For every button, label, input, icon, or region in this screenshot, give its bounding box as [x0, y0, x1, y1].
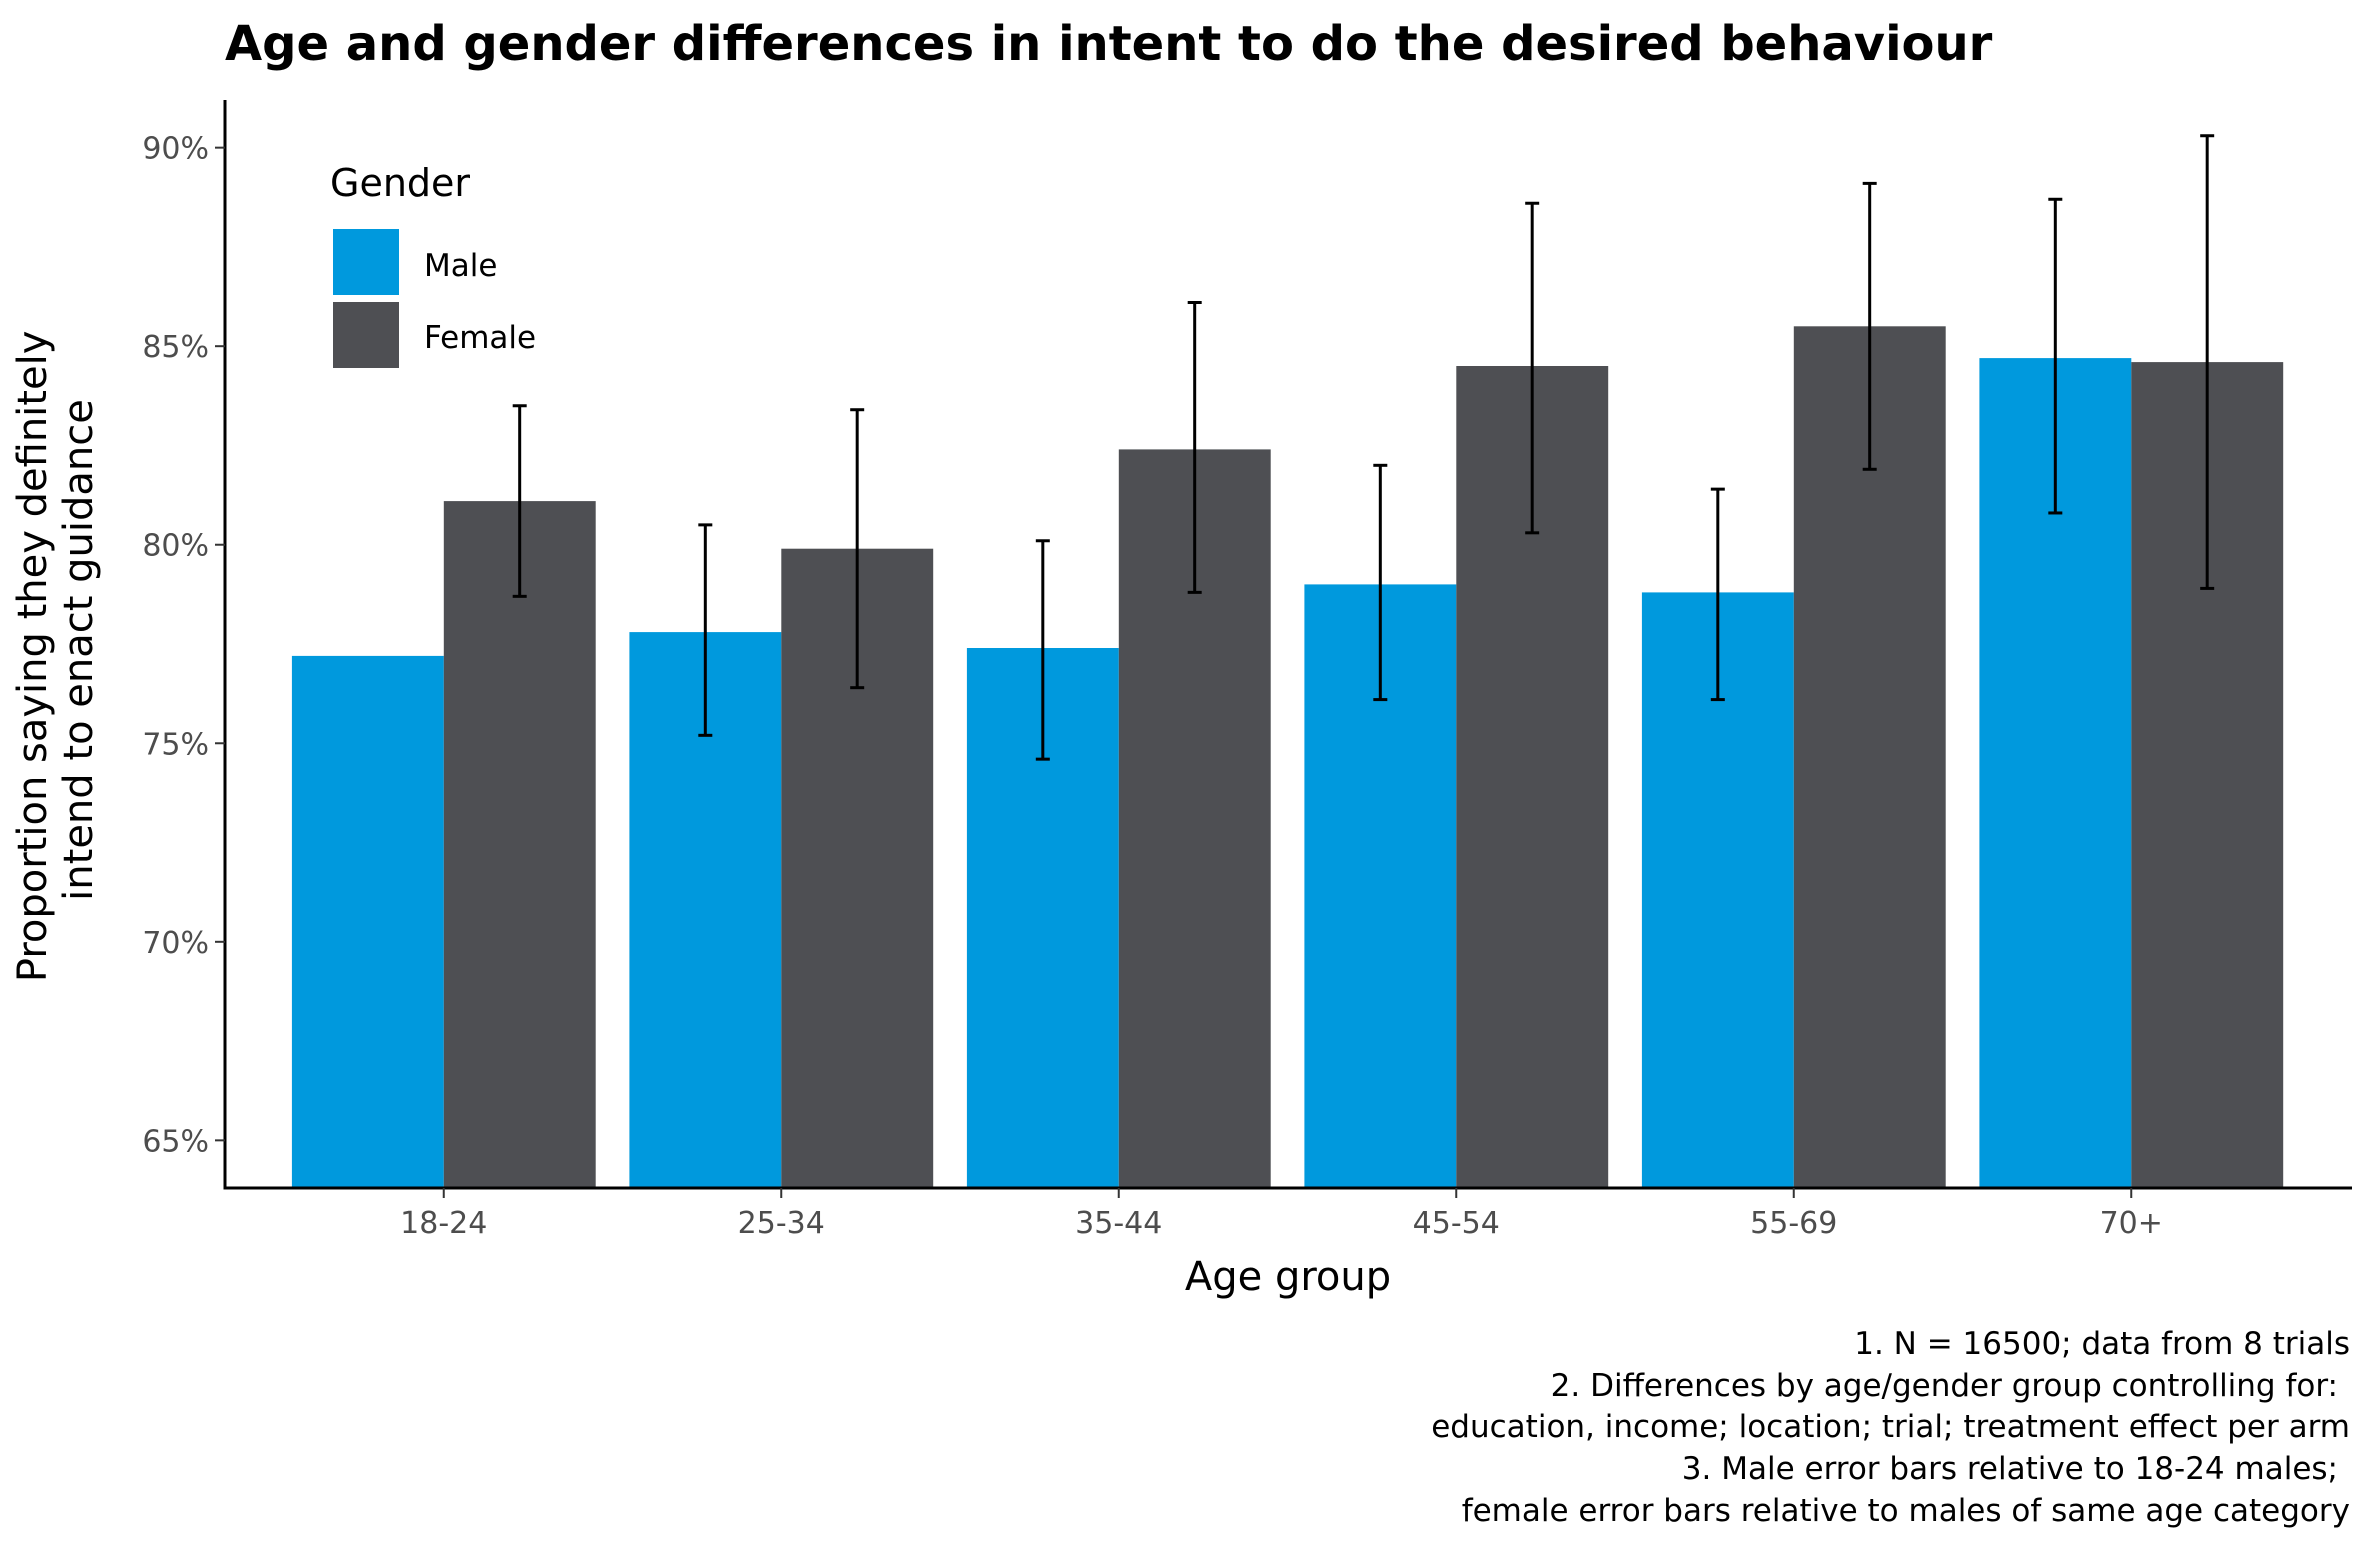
y-axis-title-line-2: intend to enact guidance	[56, 399, 102, 901]
caption-line-4: 3. Male error bars relative to 18-24 mal…	[1682, 1451, 2338, 1487]
x-tick-label: 70+	[2100, 1206, 2163, 1241]
caption: 1. N = 16500; data from 8 trials 2. Diff…	[1431, 1326, 2350, 1529]
svg-text:Proportion saying they definit: Proportion saying they definitely intend…	[10, 318, 102, 982]
x-tick-label: 35-44	[1075, 1206, 1162, 1241]
error-bar-male-35-44	[1035, 539, 1050, 761]
y-axis-title-line-1: Proportion saying they definitely	[10, 331, 56, 982]
error-bar-female-55-69	[1862, 181, 1877, 471]
caption-line-2: 2. Differences by age/gender group contr…	[1551, 1368, 2338, 1404]
error-bar-male-70+	[2048, 197, 2063, 515]
error-bar-female-70+	[2200, 134, 2215, 590]
caption-line-3: education, income; location; trial; trea…	[1431, 1409, 2350, 1445]
error-bar-male-45-54	[1373, 463, 1388, 702]
error-bar-female-25-34	[850, 408, 865, 690]
bars	[291, 326, 2284, 1189]
bar-male-18-24	[291, 655, 444, 1188]
x-tick-label: 55-69	[1750, 1206, 1837, 1241]
x-axis-title: Age group	[1185, 1254, 1391, 1300]
caption-line-5: female error bars relative to males of s…	[1462, 1493, 2350, 1529]
y-axis-title: Proportion saying they definitely intend…	[10, 318, 102, 982]
x-tick-label: 45-54	[1413, 1206, 1500, 1241]
error-bar-female-35-44	[1187, 301, 1202, 594]
error-bar-male-55-69	[1710, 487, 1725, 702]
y-tick-label: 80%	[142, 529, 209, 564]
chart-title: Age and gender differences in intent to …	[225, 16, 1993, 72]
legend-swatch-male	[333, 229, 399, 295]
legend-label-female: Female	[424, 320, 536, 356]
y-tick-label: 85%	[142, 330, 209, 365]
error-bar-male-25-34	[698, 523, 713, 737]
legend-title: Gender	[330, 161, 470, 205]
y-tick-label: 65%	[142, 1124, 209, 1159]
y-tick-label: 70%	[142, 926, 209, 961]
y-tick-label: 75%	[142, 727, 209, 762]
bar-female-18-24	[443, 501, 596, 1189]
x-tick-label: 18-24	[400, 1206, 487, 1241]
legend-label-male: Male	[424, 248, 497, 284]
y-tick-label: 90%	[142, 132, 209, 167]
caption-line-1: 1. N = 16500; data from 8 trials	[1854, 1326, 2350, 1362]
legend: Gender Male Female	[330, 161, 536, 368]
error-bar-female-45-54	[1525, 201, 1540, 535]
error-bars	[512, 134, 2215, 761]
y-axis-ticks: 65% 70% 75% 80% 85% 90%	[142, 132, 225, 1159]
x-axis-ticks: 18-24 25-34 35-44 45-54 55-69 70+	[400, 1188, 2163, 1241]
x-tick-label: 25-34	[738, 1206, 825, 1241]
error-bar-female-18-24	[512, 404, 527, 598]
legend-swatch-female	[333, 302, 399, 368]
